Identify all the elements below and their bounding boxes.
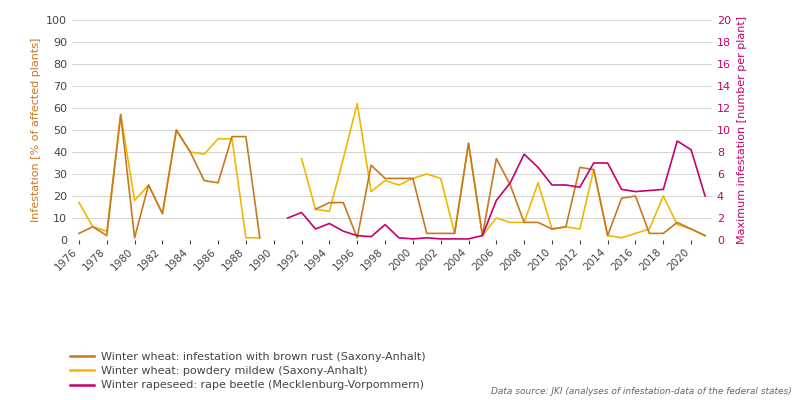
Text: Data source: JKI (analyses of infestation-data of the federal states): Data source: JKI (analyses of infestatio… bbox=[491, 387, 792, 396]
Y-axis label: Maximum infestation [number per plant]: Maximum infestation [number per plant] bbox=[737, 16, 746, 244]
Legend: Winter wheat: infestation with brown rust (Saxony-Anhalt), Winter wheat: powdery: Winter wheat: infestation with brown rus… bbox=[70, 352, 426, 390]
Y-axis label: Infestation [% of affected plants]: Infestation [% of affected plants] bbox=[30, 38, 41, 222]
